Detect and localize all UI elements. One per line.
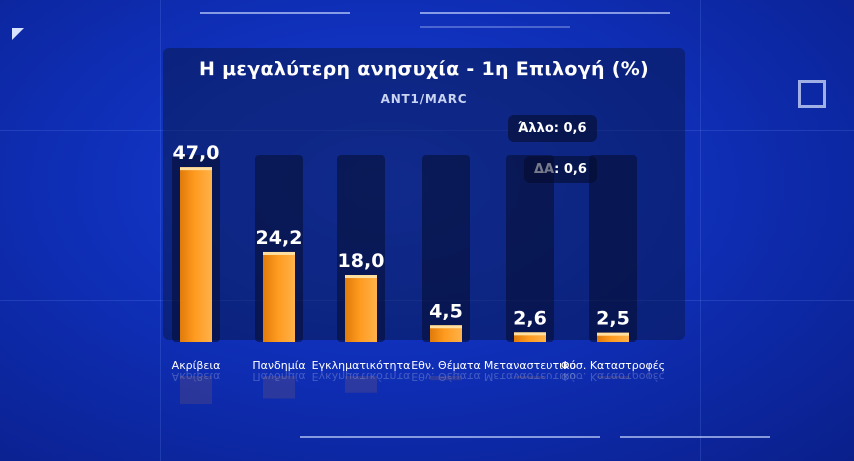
- bar-reflection: [345, 376, 377, 393]
- bar: [597, 332, 629, 342]
- bar-top: [263, 251, 295, 255]
- value-label: 2,5: [596, 308, 630, 330]
- bar-track: [589, 155, 637, 342]
- decorative-line: [200, 12, 350, 14]
- bar-reflection: [514, 376, 546, 379]
- category-label-reflection: Ακρίβεια: [172, 370, 221, 383]
- value-label: 2,6: [513, 307, 547, 329]
- bar-top: [345, 275, 377, 279]
- category-label-reflection: Εθν. Θέματα: [411, 370, 481, 383]
- category-label: Μεταναστευτικό: [484, 359, 576, 372]
- bar: [263, 251, 295, 342]
- bar-reflection: [180, 376, 212, 404]
- value-label: 47,0: [173, 142, 220, 164]
- category-label: Εγκληματικότητα: [312, 359, 411, 372]
- bar: [430, 325, 462, 342]
- bar-top: [180, 167, 212, 171]
- decorative-line: [300, 436, 600, 438]
- category-label: Εθν. Θέματα: [411, 359, 481, 372]
- chart-title: Η μεγαλύτερη ανησυχία - 1η Επιλογή (%): [198, 58, 650, 80]
- bar: [345, 275, 377, 342]
- bar: [514, 332, 546, 342]
- decorative-line: [420, 12, 670, 14]
- bar-reflection: [263, 376, 295, 399]
- bar-top: [430, 325, 462, 329]
- category-label-reflection: Εγκληματικότητα: [312, 370, 411, 383]
- decorative-line: [620, 436, 770, 438]
- category-label: Πανδημία: [252, 359, 305, 372]
- value-label: 18,0: [338, 250, 385, 272]
- annotation-other: Άλλο: 0,6: [508, 115, 597, 142]
- category-label-reflection: Φυσ. Καταστροφές: [561, 370, 665, 383]
- corner-triangle-icon: [12, 28, 24, 40]
- corner-square-icon: [798, 80, 826, 108]
- bar-reflection: [597, 376, 629, 379]
- category-label-reflection: Πανδημία: [252, 370, 305, 383]
- chart-subtitle: ANT1/MARC: [380, 92, 468, 106]
- category-label: Ακρίβεια: [172, 359, 221, 372]
- category-label-reflection: Μεταναστευτικό: [484, 370, 576, 383]
- bar-track: [506, 155, 554, 342]
- background-grid-line: [700, 0, 701, 461]
- value-label: 24,2: [256, 227, 303, 249]
- category-label: Φυσ. Καταστροφές: [561, 359, 665, 372]
- bar-top: [597, 332, 629, 336]
- bar-top: [514, 332, 546, 336]
- bar-reflection: [430, 376, 462, 381]
- background-grid-line: [160, 0, 161, 461]
- bar: [180, 167, 212, 342]
- bar-track: [422, 155, 470, 342]
- value-label: 4,5: [429, 300, 463, 322]
- decorative-line: [420, 26, 570, 28]
